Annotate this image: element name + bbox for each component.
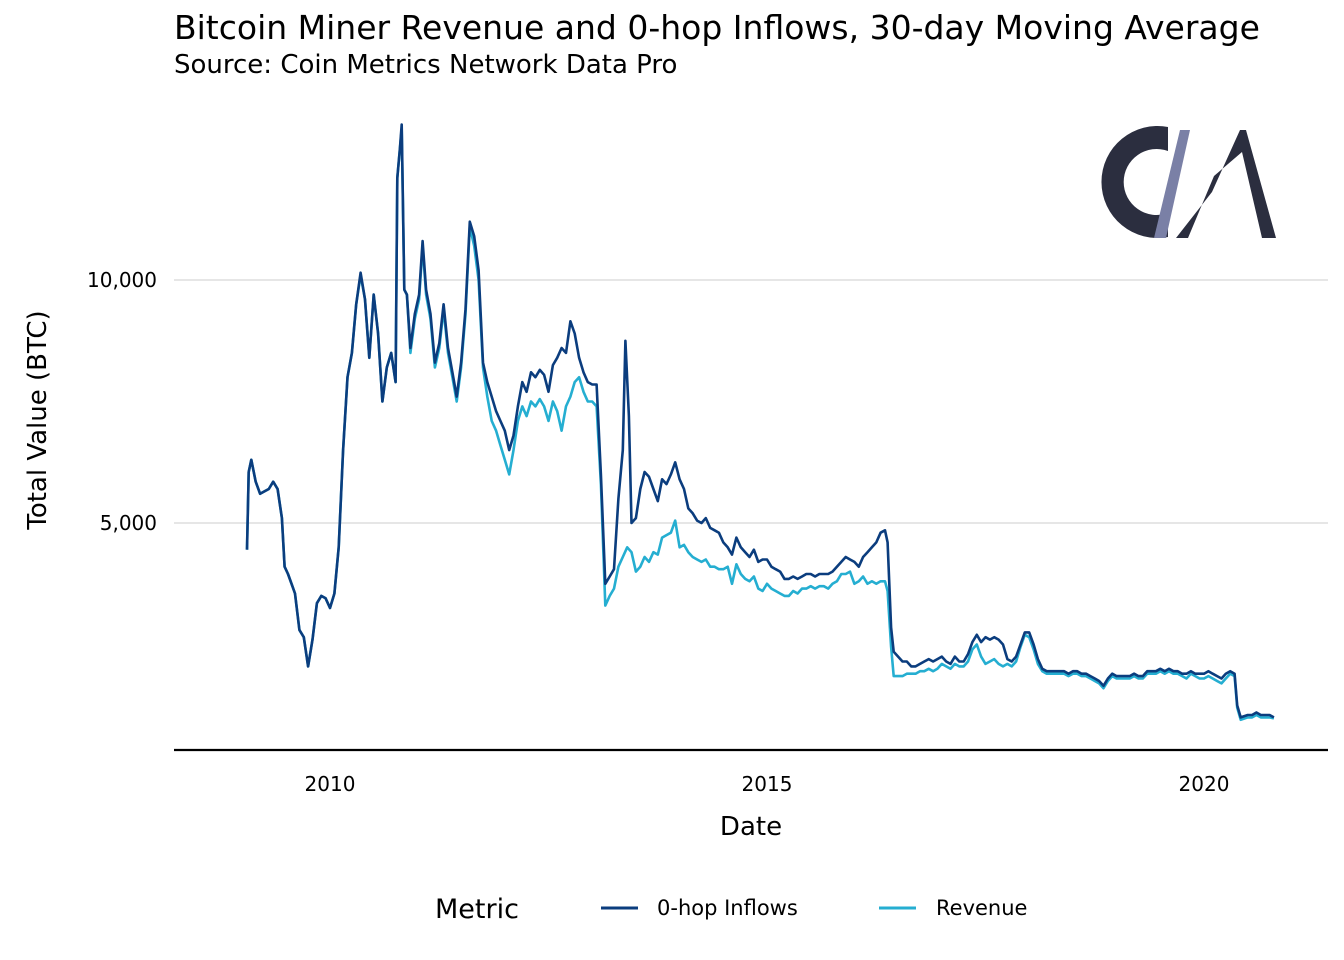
legend-label-revenue: Revenue [936,896,1027,920]
legend-label-0-hop-inflows: 0-hop Inflows [657,896,798,920]
y-axis-ticks: 5,000 10,000 [87,268,157,535]
logo-m-shape [1176,130,1276,238]
legend-title: Metric [435,894,519,925]
chart-title: Bitcoin Miner Revenue and 0-hop Inflows,… [174,8,1260,47]
x-tick-label: 2010 [305,772,356,796]
y-tick-label: 10,000 [87,268,157,292]
gridlines [174,279,1328,524]
legend: Metric 0-hop Inflows Revenue [435,894,1027,925]
series-line-0-hop-inflows [245,123,1275,719]
chart-subtitle: Source: Coin Metrics Network Data Pro [174,50,678,80]
x-axis-title: Date [720,812,782,842]
logo-c-shape [1101,125,1168,238]
logo-stroke-light [1154,130,1190,238]
x-axis-ticks: 2010 2015 2020 [305,772,1230,796]
coin-metrics-logo [1101,125,1276,238]
y-tick-label: 5,000 [100,511,157,535]
x-tick-label: 2015 [742,772,793,796]
y-axis-title: Total Value (BTC) [23,310,53,530]
x-tick-label: 2020 [1179,772,1230,796]
series-lines [245,123,1275,722]
